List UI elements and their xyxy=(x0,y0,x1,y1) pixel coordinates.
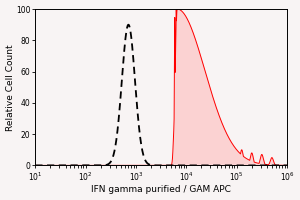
Y-axis label: Relative Cell Count: Relative Cell Count xyxy=(6,44,15,131)
X-axis label: IFN gamma purified / GAM APC: IFN gamma purified / GAM APC xyxy=(91,185,231,194)
